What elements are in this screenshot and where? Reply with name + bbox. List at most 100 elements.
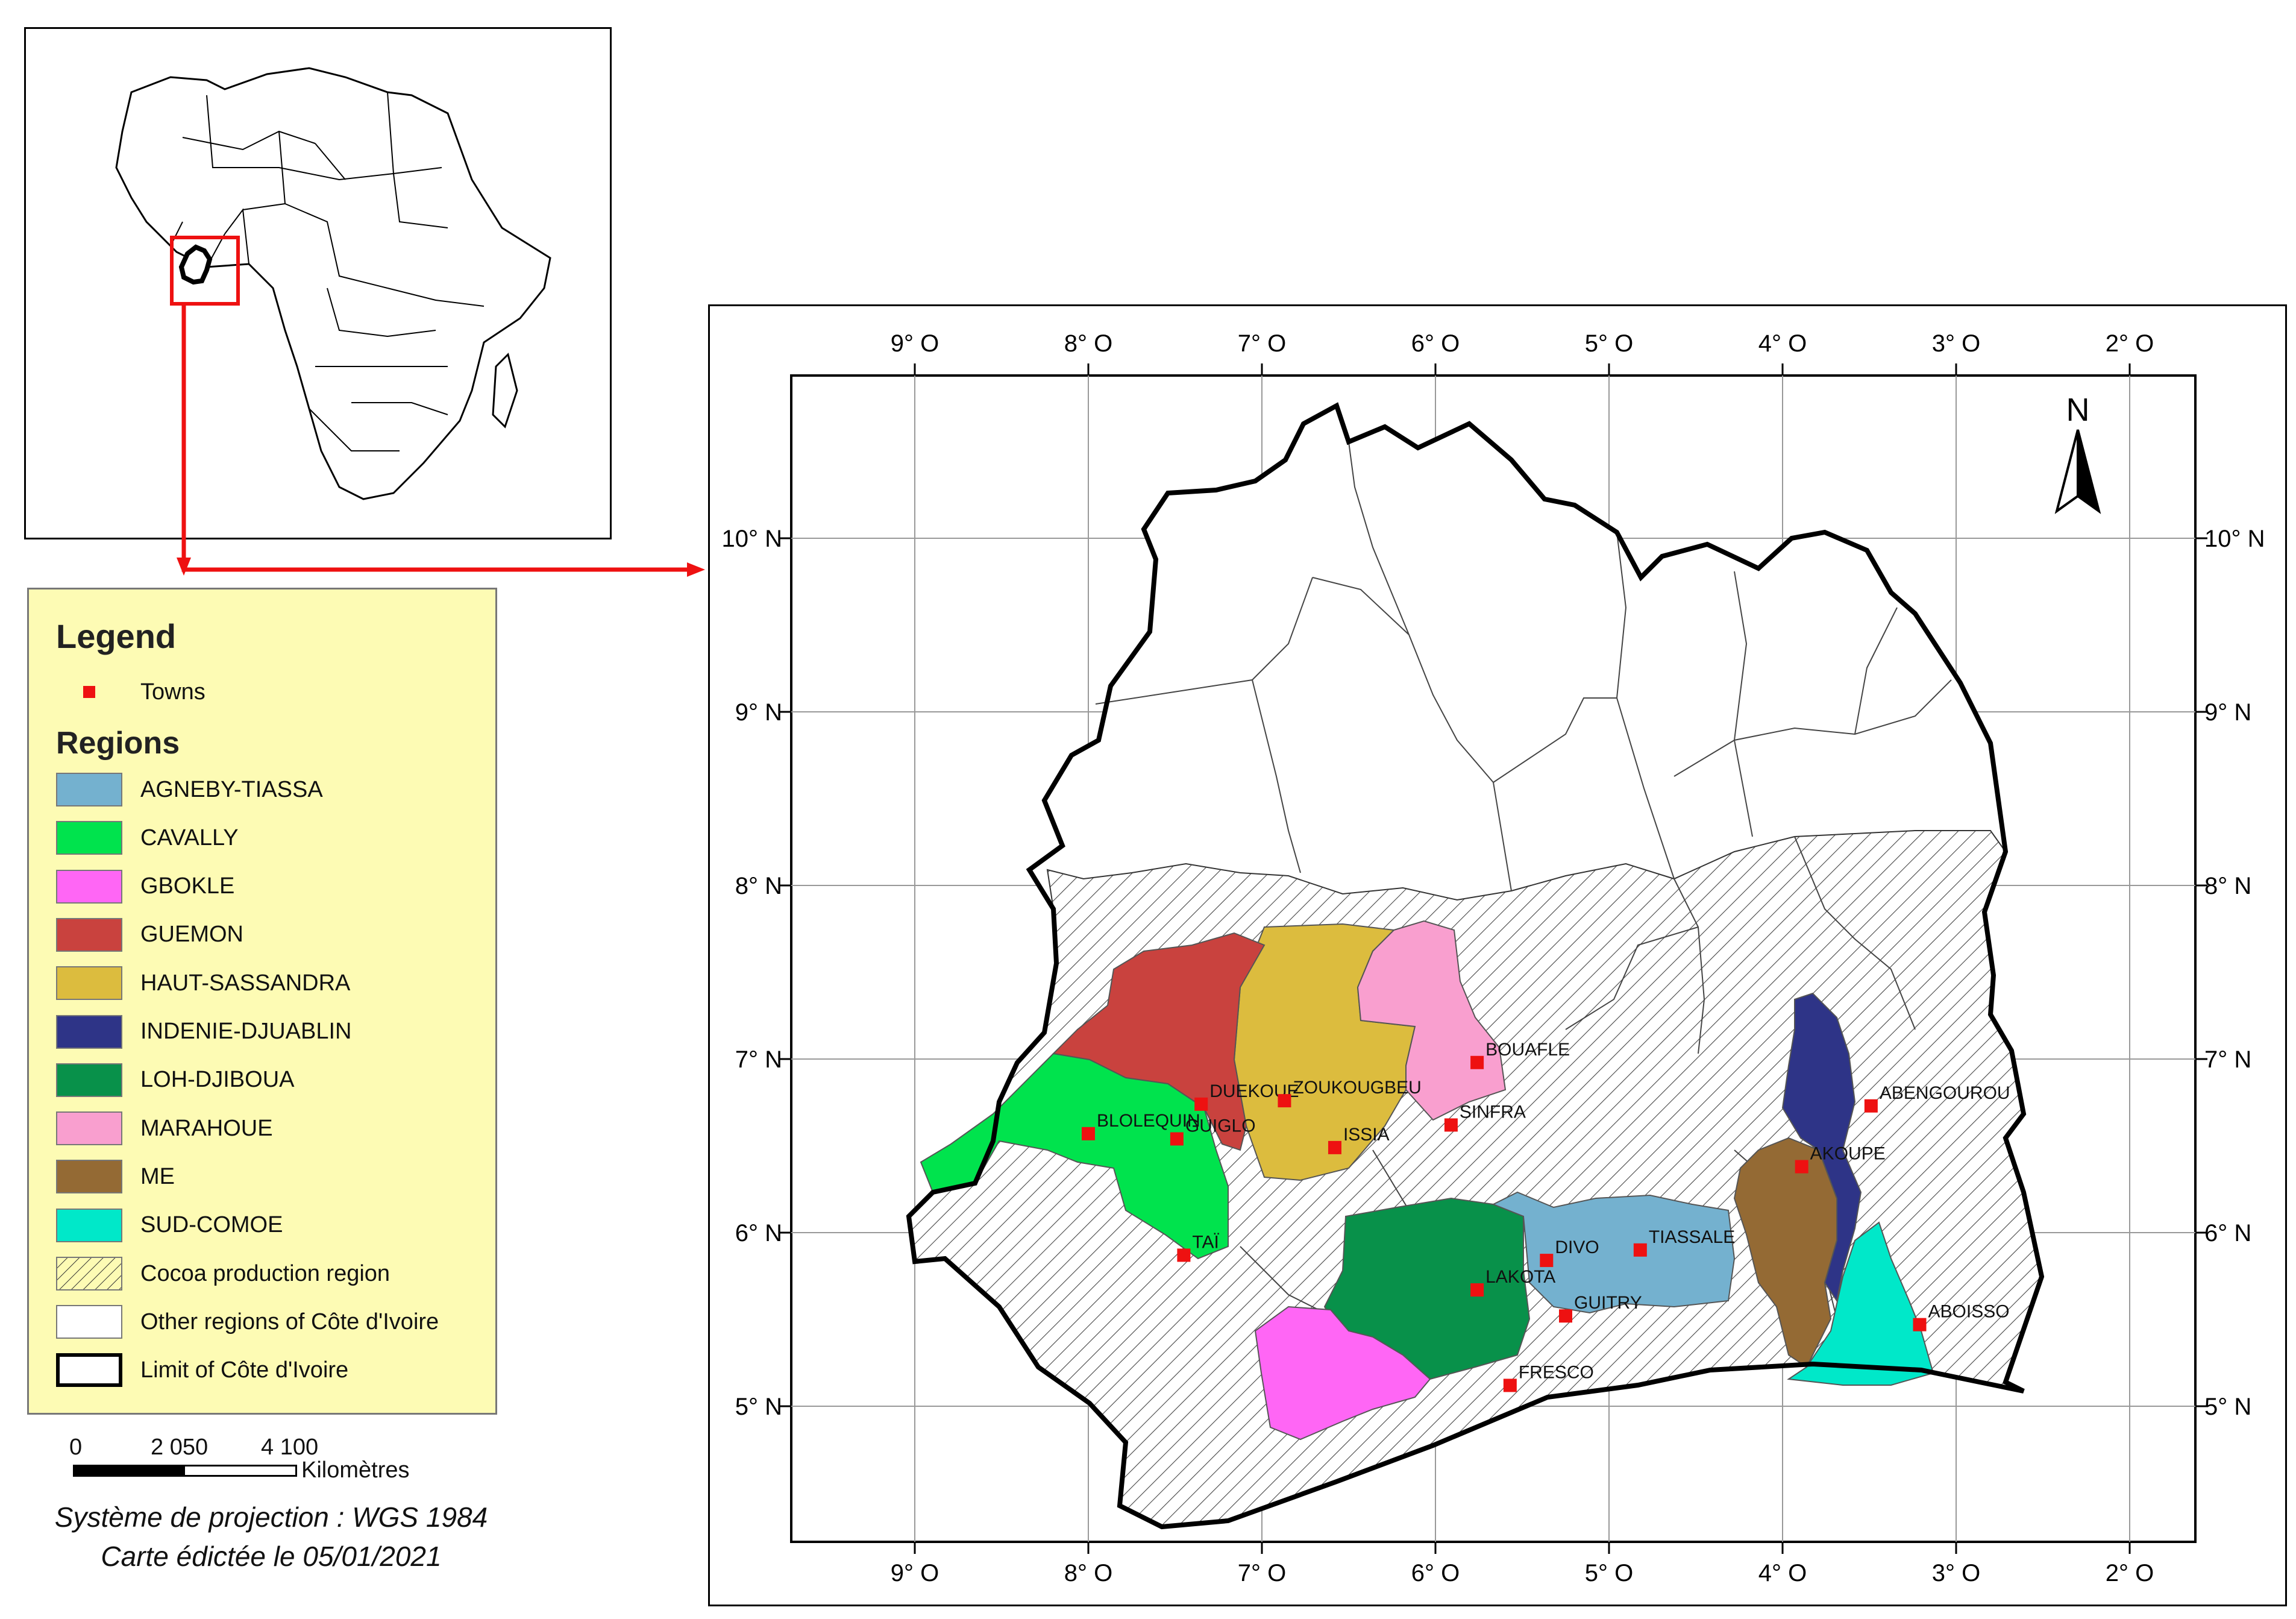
region-indenie-djuablin [1781, 992, 1862, 1303]
town-label: TAÏ [1192, 1232, 1219, 1252]
town-label: GUIGLO [1185, 1116, 1256, 1136]
town-label: BOUAFLE [1485, 1040, 1570, 1060]
region-gbokle [1254, 1306, 1431, 1441]
longitude-label: 9° O [891, 330, 939, 357]
town: GUIGLO [1170, 1116, 1256, 1146]
legend-region-label: MARAHOUE [140, 1115, 273, 1141]
town-marker-icon [1278, 1094, 1291, 1108]
town-label: ZOUKOUGBEU [1293, 1078, 1421, 1098]
africa-inset-map [24, 27, 612, 539]
main-map-frame: 9° O 9° O 8° O 8° O 7° O 7° O 6° O 6° O 5° O 5° O… [708, 304, 2287, 1606]
town-label: SINFRA [1460, 1102, 1526, 1122]
longitude-label: 5° O [1585, 330, 1633, 357]
hatch-swatch-icon [56, 1257, 122, 1290]
town-label: AKOUPE [1810, 1144, 1886, 1164]
legend-row-region: MARAHOUE [56, 1110, 273, 1146]
region-polygons [920, 920, 1934, 1441]
scale-bar-group: 0 2 050 4 100 Kilomètres [69, 1435, 491, 1495]
legend-region-label: AGNEBY-TIASSA [140, 776, 323, 802]
scale-tick-2: 4 100 [261, 1435, 319, 1460]
town-label: GUITRY [1574, 1293, 1642, 1313]
town: TAÏ [1177, 1232, 1220, 1262]
legend-row-limit: Limit of Côte d'Ivoire [56, 1352, 348, 1388]
town-marker-icon [1177, 1248, 1191, 1262]
town: DIVO [1540, 1237, 1599, 1268]
longitude-label: 2° O [2106, 330, 2154, 357]
legend-other-label: Other regions of Côte d'Ivoire [140, 1309, 439, 1334]
town: ABOISSO [1913, 1302, 2010, 1331]
town-label: ISSIA [1343, 1125, 1390, 1145]
town-label: BLOLEQUIN [1097, 1111, 1200, 1131]
region-swatch-icon [56, 1208, 122, 1242]
latitude-label: 9° N [2204, 699, 2251, 726]
region-agneby-tiassa [1491, 1191, 1736, 1314]
town-marker-icon [1194, 1097, 1208, 1111]
region-swatch-icon [56, 821, 122, 855]
legend-region-label: ME [140, 1163, 175, 1189]
longitude-label: 7° O [1238, 1560, 1286, 1586]
region-swatch-icon [56, 966, 122, 1001]
town-label: FRESCO [1519, 1362, 1594, 1382]
legend-region-label: HAUT-SASSANDRA [140, 970, 351, 996]
town-marker-icon [1633, 1243, 1647, 1257]
legend-title: Legend [56, 617, 177, 655]
region-swatch-icon [56, 869, 122, 904]
latitude-label: 7° N [735, 1046, 782, 1073]
town-marker-icon [1328, 1140, 1341, 1154]
longitude-label: 2° O [2106, 1560, 2154, 1586]
town-marker-icon [1795, 1160, 1808, 1174]
scale-tick-1: 2 050 [151, 1435, 209, 1460]
scale-unit: Kilomètres [301, 1457, 410, 1483]
town-label: ABENGOUROU [1880, 1083, 2010, 1103]
town-marker-icon [1503, 1379, 1517, 1392]
scale-tick-0: 0 [69, 1435, 83, 1460]
latitude-label: 7° N [2204, 1046, 2251, 1073]
legend-limit-label: Limit of Côte d'Ivoire [140, 1357, 349, 1383]
legend-cocoa-label: Cocoa production region [140, 1260, 391, 1286]
africa-inset-svg [115, 67, 551, 500]
town: ABENGOUROU [1864, 1083, 2010, 1113]
africa-outline [115, 67, 551, 500]
legend-region-label: LOH-DJIBOUA [140, 1067, 295, 1093]
longitude-label: 8° O [1064, 330, 1112, 357]
town: LAKOTA [1470, 1267, 1555, 1297]
town-marker-icon [1470, 1055, 1484, 1069]
town: AKOUPE [1795, 1144, 1886, 1174]
latitude-label: 10° N [2204, 526, 2265, 552]
legend-row-other: Other regions of Côte d'Ivoire [56, 1304, 439, 1340]
legend-row-region: ME [56, 1158, 175, 1195]
legend-region-label: GBOKLE [140, 873, 235, 899]
town-label: DIVO [1555, 1237, 1599, 1257]
longitude-label: 8° O [1064, 1560, 1112, 1586]
legend-row-region: AGNEBY-TIASSA [56, 772, 323, 808]
latitude-label: 9° N [735, 699, 782, 726]
town-label: LAKOTA [1485, 1267, 1555, 1287]
legend-region-label: GUEMON [140, 922, 243, 948]
date-note: Carte édictée le 05/01/2021 [101, 1541, 442, 1572]
town-label: TIASSALE [1649, 1227, 1735, 1247]
legend-regions-title: Regions [56, 726, 180, 761]
longitude-label: 4° O [1758, 330, 1807, 357]
scale-bar [73, 1465, 297, 1477]
latitude-label: 8° N [2204, 873, 2251, 899]
town: GUITRY [1559, 1293, 1642, 1323]
legend-row-region: GBOKLE [56, 869, 234, 905]
town-marker-icon [1540, 1254, 1554, 1268]
longitude-label: 5° O [1585, 1560, 1633, 1586]
town-marker-icon [1082, 1127, 1095, 1140]
latitude-label: 5° N [2204, 1394, 2251, 1420]
legend-row-region: HAUT-SASSANDRA [56, 965, 350, 1001]
limit-swatch-icon [56, 1353, 122, 1387]
legend-row-region: LOH-DJIBOUA [56, 1062, 294, 1098]
region-swatch-icon [56, 1063, 122, 1097]
town-marker-icon [1559, 1309, 1572, 1323]
longitude-label: 6° O [1411, 330, 1460, 357]
region-cavally [920, 1052, 1229, 1260]
town-marker-icon [1470, 1283, 1484, 1297]
longitude-label: 3° O [1932, 330, 1980, 357]
legend-towns-label: Towns [140, 679, 205, 705]
longitude-label: 9° O [891, 1560, 939, 1586]
longitude-label: 3° O [1932, 1560, 1980, 1586]
town-label: ABOISSO [1928, 1302, 2010, 1322]
longitude-label: 6° O [1411, 1560, 1460, 1586]
